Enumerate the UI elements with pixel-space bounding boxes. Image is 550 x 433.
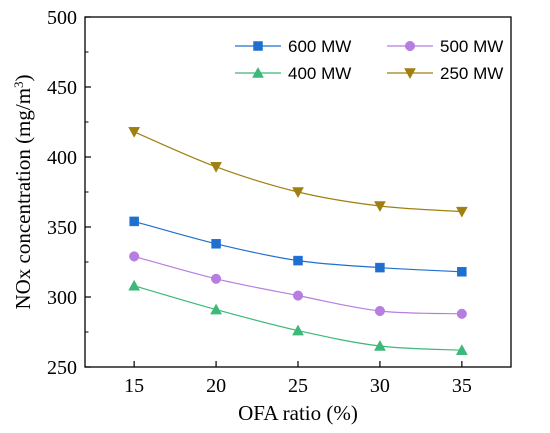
legend-item: 400 MW bbox=[235, 64, 351, 83]
y-tick-label: 450 bbox=[47, 77, 77, 99]
series-500-mw bbox=[129, 251, 467, 319]
y-tick-label: 500 bbox=[47, 7, 77, 29]
data-point bbox=[211, 239, 221, 249]
data-point bbox=[457, 267, 467, 277]
y-axis-title-superscript: 3 bbox=[11, 81, 26, 88]
data-point bbox=[128, 127, 141, 138]
data-point bbox=[374, 201, 386, 213]
data-point bbox=[455, 206, 468, 218]
x-axis-title: OFA ratio (%) bbox=[238, 401, 358, 425]
legend-item: 250 MW bbox=[387, 64, 503, 83]
legend-item: 500 MW bbox=[387, 37, 503, 56]
x-tick-label: 30 bbox=[370, 375, 390, 397]
data-point bbox=[292, 324, 304, 336]
series-250-mw bbox=[128, 127, 468, 218]
x-tick-label: 35 bbox=[452, 375, 472, 397]
y-tick-label: 350 bbox=[47, 217, 77, 239]
legend-marker bbox=[404, 40, 416, 52]
data-point bbox=[210, 303, 222, 315]
data-point bbox=[292, 187, 304, 199]
legend: 600 MW 500 MW 400 MW 250 MW bbox=[235, 37, 503, 83]
y-tick-label: 300 bbox=[47, 287, 77, 309]
data-point bbox=[128, 279, 141, 291]
y-axis-title-text: NOx concentration (mg/m bbox=[11, 88, 35, 310]
legend-label: 400 MW bbox=[288, 64, 351, 83]
axis-ticks: 15 20 25 30 35 250 300 350 400 450 500 bbox=[47, 7, 472, 397]
legend-item: 600 MW bbox=[235, 37, 351, 56]
legend-marker bbox=[404, 68, 416, 80]
series-line bbox=[133, 131, 462, 213]
data-point bbox=[210, 162, 222, 173]
legend-label: 600 MW bbox=[288, 37, 351, 56]
data-point bbox=[455, 344, 468, 355]
x-tick-label: 15 bbox=[124, 375, 144, 397]
y-tick-label: 250 bbox=[47, 357, 77, 379]
series-600-mw bbox=[129, 216, 467, 277]
series-layer bbox=[128, 127, 468, 355]
x-tick-label: 25 bbox=[288, 375, 308, 397]
data-point bbox=[374, 339, 386, 351]
y-axis-title-close: ) bbox=[11, 74, 35, 81]
legend-marker bbox=[252, 66, 264, 78]
data-point bbox=[211, 273, 222, 284]
data-point bbox=[292, 290, 304, 301]
data-point bbox=[375, 262, 385, 273]
series-400-mw bbox=[128, 279, 468, 355]
x-tick-label: 20 bbox=[206, 375, 226, 397]
data-point bbox=[374, 305, 385, 317]
legend-label: 500 MW bbox=[440, 37, 503, 56]
legend-marker bbox=[253, 41, 263, 51]
legend-label: 250 MW bbox=[440, 64, 503, 83]
data-point bbox=[129, 251, 140, 262]
y-axis-title: NOx concentration (mg/m3) bbox=[11, 74, 36, 309]
y-tick-label: 400 bbox=[47, 147, 77, 169]
data-point bbox=[293, 255, 303, 266]
data-point bbox=[456, 308, 467, 319]
data-point bbox=[129, 216, 139, 227]
